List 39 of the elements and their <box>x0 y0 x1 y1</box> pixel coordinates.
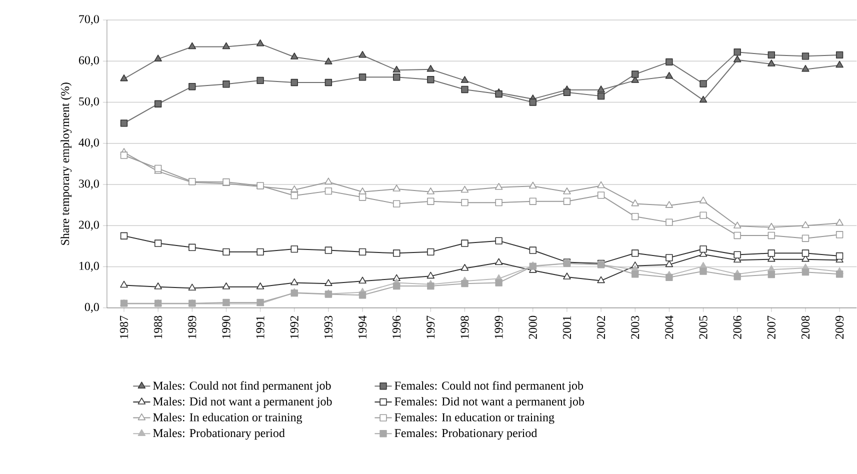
y-tick-label: 40,0 <box>78 138 99 148</box>
x-tick-label: 2006 <box>733 316 742 339</box>
x-tick-label: 1997 <box>426 316 435 338</box>
x-tick-label: 2001 <box>562 316 571 339</box>
legend-label: Females: Probationary period <box>394 428 538 440</box>
legend-label: Males: Probationary period <box>153 428 285 440</box>
x-tick-label: 2004 <box>665 316 674 339</box>
x-tick-label: 2009 <box>836 316 844 339</box>
x-tick-label: 1989 <box>188 316 196 338</box>
y-tick-label: 30,0 <box>79 180 99 190</box>
x-tick-label: 1996 <box>392 316 401 338</box>
x-tick-label: 1988 <box>154 316 162 338</box>
legend-label: Males: Could not find permanent job <box>153 381 331 392</box>
x-tick-label: 2007 <box>767 316 776 339</box>
x-tick-label: 2000 <box>528 316 537 339</box>
y-tick-label: 50,0 <box>79 97 99 108</box>
x-tick-label: 1992 <box>290 316 298 338</box>
x-tick-label: 2002 <box>596 316 606 339</box>
legend-label: Females: In education or training <box>394 413 554 424</box>
legend-label: Males: Did not want a permanent job <box>153 397 332 408</box>
y-axis-title: Share temporary employment (%) <box>60 82 72 245</box>
y-tick-label: 20,0 <box>78 220 99 231</box>
y-tick-label: 60,0 <box>78 56 99 66</box>
y-tick-label: 70,0 <box>79 15 99 26</box>
x-tick-label: 2008 <box>801 316 810 339</box>
x-tick-label: 1991 <box>256 316 264 338</box>
x-tick-label: 1993 <box>324 316 332 338</box>
x-tick-label: 1994 <box>358 316 367 338</box>
x-tick-label: 1987 <box>120 316 128 338</box>
x-tick-label: 1999 <box>494 316 503 338</box>
legend-label: Males: In education or training <box>153 413 302 424</box>
y-tick-label: 10,0 <box>79 262 99 272</box>
x-tick-label: 1998 <box>460 316 469 338</box>
x-tick-label: 2003 <box>631 316 640 339</box>
x-tick-label: 2005 <box>699 316 708 339</box>
legend-label: Females: Could not find permanent job <box>394 381 584 392</box>
x-tick-label: 1990 <box>222 316 230 338</box>
y-tick-label: 0,0 <box>84 303 99 313</box>
legend-label: Females: Did not want a permanent job <box>394 397 584 408</box>
